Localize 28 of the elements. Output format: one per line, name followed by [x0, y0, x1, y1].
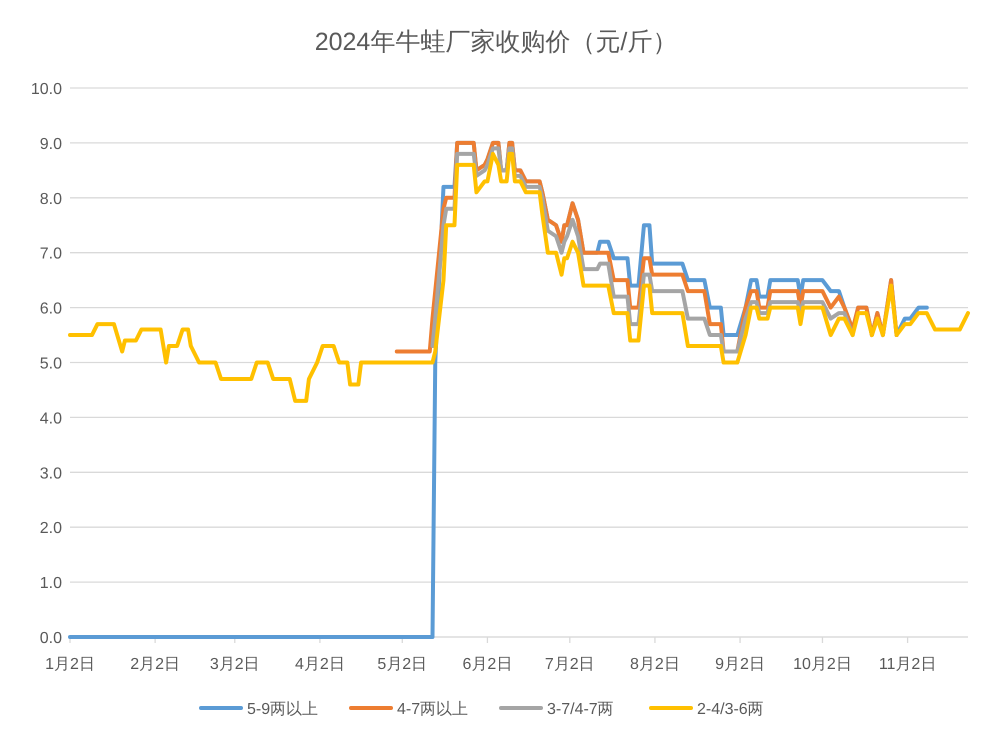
- y-tick-label: 8.0: [40, 190, 62, 208]
- legend-label: 3-7/4-7两: [547, 701, 614, 718]
- chart-title: 2024年牛蛙厂家收购价（元/斤）: [314, 28, 678, 56]
- y-tick-label: 10.0: [30, 81, 62, 98]
- legend-label: 2-4/3-6两: [697, 701, 764, 718]
- x-tick-label: 7月2日: [544, 656, 595, 673]
- x-tick-label: 11月2日: [878, 656, 936, 673]
- y-tick-label: 0.0: [40, 630, 62, 647]
- y-tick-label: 3.0: [40, 465, 62, 482]
- y-tick-label: 4.0: [40, 410, 62, 428]
- x-tick-label: 5月2日: [377, 656, 428, 673]
- x-tick-label: 1月2日: [45, 656, 95, 673]
- x-tick-label: 6月2日: [462, 656, 512, 673]
- x-tick-label: 3月2日: [210, 656, 260, 673]
- y-tick-label: 7.0: [40, 246, 62, 263]
- x-tick-label: 2月2日: [130, 656, 180, 673]
- legend-label: 4-7两以上: [397, 700, 468, 718]
- x-tick-label: 8月2日: [630, 656, 680, 673]
- y-tick-label: 9.0: [40, 136, 62, 153]
- y-tick-label: 6.0: [40, 300, 62, 318]
- legend-label: 5-9两以上: [247, 700, 318, 718]
- x-tick-label: 4月2日: [295, 656, 345, 673]
- x-tick-label: 10月2日: [793, 656, 852, 673]
- y-tick-label: 5.0: [40, 356, 62, 372]
- y-tick-label: 2.0: [40, 520, 62, 538]
- y-tick-label: 1.0: [40, 575, 62, 592]
- line-series: [68, 152, 970, 403]
- x-tick-label: 9月2日: [715, 656, 765, 673]
